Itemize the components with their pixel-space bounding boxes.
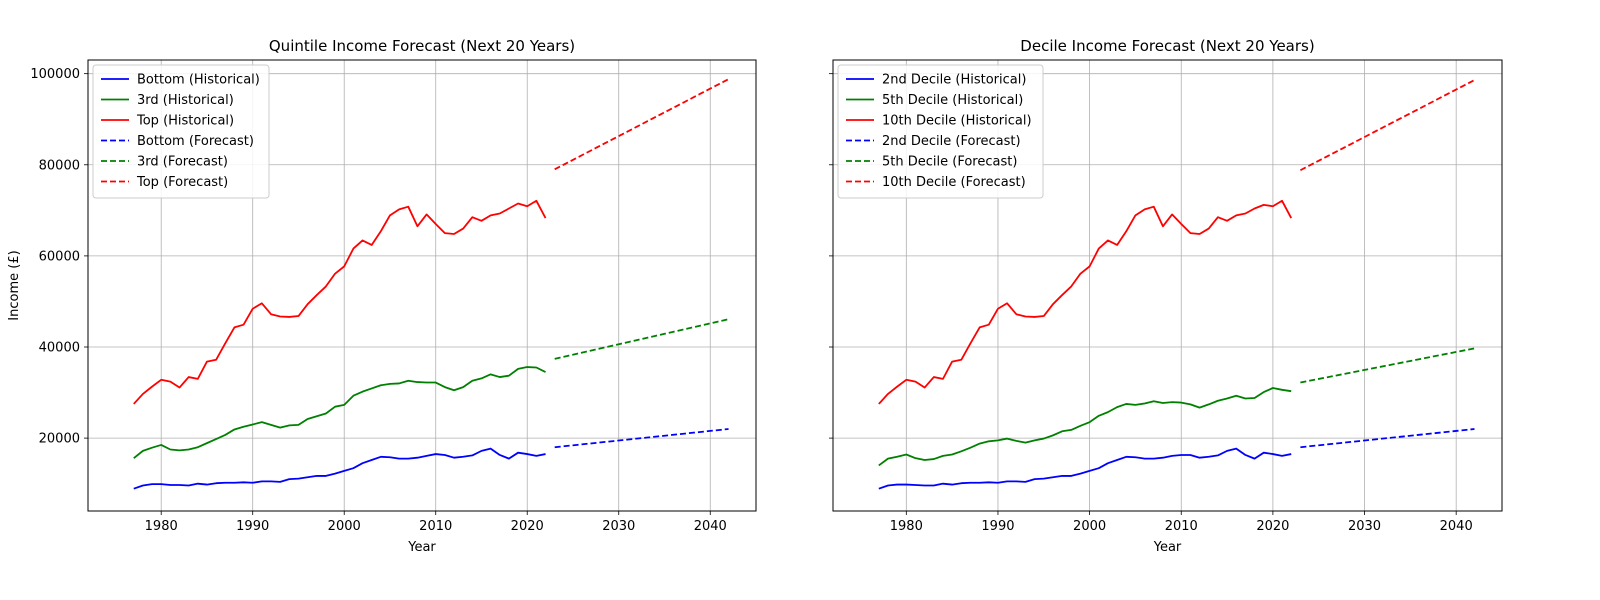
x-tick-label: 2020 <box>511 519 544 534</box>
y-tick-label: 100000 <box>30 67 80 82</box>
x-tick-label: 2000 <box>1073 519 1106 534</box>
chart-title: Quintile Income Forecast (Next 20 Years) <box>269 37 575 55</box>
series-line-5 <box>1300 347 1475 384</box>
legend-box <box>92 64 270 199</box>
legend: Bottom (Historical) 3rd (Historical) Top (… <box>92 64 270 199</box>
chart-title: Decile Income Forecast (Next 20 Years) <box>1020 37 1314 55</box>
legend-label: 5th Decile (Forecast) <box>882 155 1017 170</box>
x-tick-label: 2030 <box>602 519 635 534</box>
legend-label: 3rd (Historical) <box>137 93 234 108</box>
x-tick-label: 1990 <box>981 519 1014 534</box>
legend-box <box>837 64 1044 199</box>
legend-label: 2nd Decile (Forecast) <box>882 134 1021 149</box>
y-tick-label: 80000 <box>39 158 80 173</box>
series-line-4 <box>554 428 729 449</box>
x-tick-label: 2030 <box>1348 519 1381 534</box>
legend-label: 10th Decile (Historical) <box>882 114 1032 129</box>
legend-label: 10th Decile (Forecast) <box>882 175 1026 190</box>
axes-frame <box>87 59 757 512</box>
x-tick-label: 2040 <box>694 519 727 534</box>
x-axis-label: Year <box>1153 540 1182 555</box>
chart-panel-2: 1980 1990 2000 2010 2020 2030 2040 Decile Incom… <box>829 37 1503 555</box>
x-tick-label: 1990 <box>236 519 269 534</box>
chart-panels: 1980 1990 2000 2010 2020 2030 2040 20000 40000 60… <box>7 37 1503 555</box>
x-tick-label: 2000 <box>328 519 361 534</box>
x-tick-label: 1980 <box>145 519 178 534</box>
series-line-3 <box>133 199 547 405</box>
series-line-3 <box>878 199 1293 405</box>
legend-label: Bottom (Historical) <box>137 73 260 88</box>
x-tick-label: 2020 <box>1256 519 1289 534</box>
legend-label: Top (Forecast) <box>136 175 228 190</box>
legend-label: Top (Historical) <box>136 114 234 129</box>
legend-label: 3rd (Forecast) <box>137 155 228 170</box>
chart-panel-1: 1980 1990 2000 2010 2020 2030 2040 20000 40000 60… <box>7 37 757 555</box>
series-line-5 <box>554 318 729 360</box>
legend: 2nd Decile (Historical) 5th Decile (Histo… <box>837 64 1044 199</box>
legend-label: 2nd Decile (Historical) <box>882 73 1026 88</box>
x-tick-label: 1980 <box>890 519 923 534</box>
y-tick-label: 20000 <box>39 432 80 447</box>
y-tick-label: 40000 <box>39 341 80 356</box>
series-lines <box>133 78 729 490</box>
series-line-4 <box>1300 428 1475 449</box>
series-line-6 <box>554 78 729 171</box>
series-line-1 <box>133 447 546 490</box>
legend-label: 5th Decile (Historical) <box>882 93 1023 108</box>
series-line-6 <box>1299 79 1475 172</box>
series-line-2 <box>878 387 1292 467</box>
y-tick-label: 60000 <box>39 249 80 264</box>
series-line-1 <box>878 447 1292 490</box>
x-tick-label: 2010 <box>1165 519 1198 534</box>
series-lines <box>878 79 1475 490</box>
y-axis-label: Income (£) <box>7 250 22 320</box>
legend-label: Bottom (Forecast) <box>137 134 254 149</box>
axes-frame <box>832 59 1503 512</box>
x-tick-label: 2010 <box>419 519 452 534</box>
x-tick-label: 2040 <box>1440 519 1473 534</box>
x-axis-label: Year <box>407 540 436 555</box>
series-line-2 <box>133 366 546 459</box>
